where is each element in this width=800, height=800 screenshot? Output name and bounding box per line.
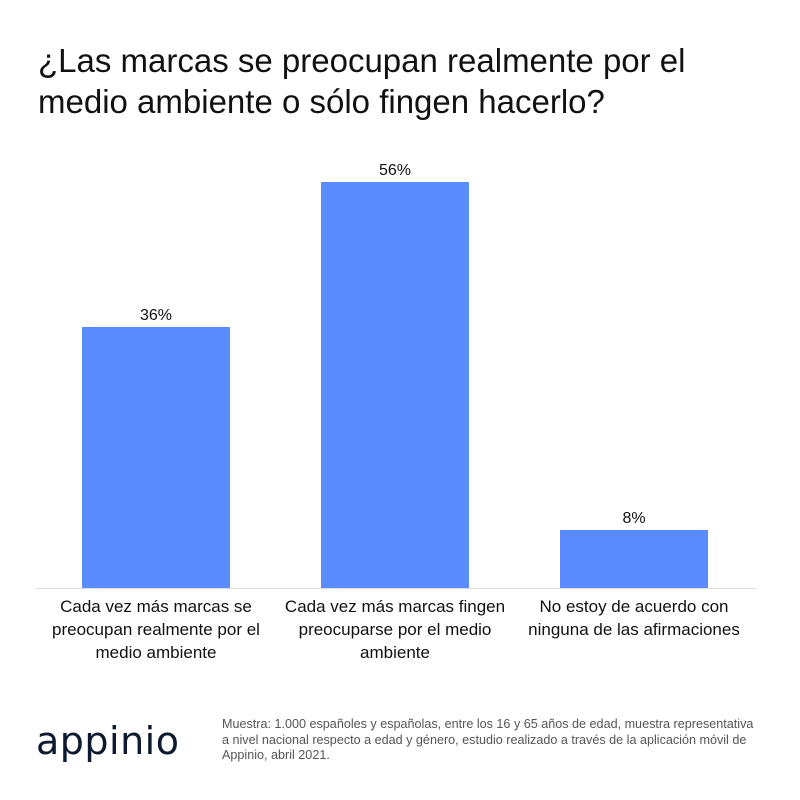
category-label: No estoy de acuerdo con ninguna de las a… — [528, 597, 740, 639]
data-label: 56% — [379, 162, 411, 179]
category-label: Cada vez más marcas fingen preocuparse p… — [284, 597, 506, 662]
bar — [560, 530, 708, 588]
data-label: 8% — [622, 510, 645, 527]
appinio-logo: appinio — [36, 719, 180, 763]
data-label: 36% — [140, 307, 172, 324]
category-label: Cada vez más marcas se preocupan realmen… — [52, 597, 260, 662]
chart-title: ¿Las marcas se preocupan realmente por e… — [38, 42, 686, 120]
bar — [82, 327, 230, 588]
source-note: Muestra: 1.000 españoles y españolas, en… — [222, 717, 754, 762]
bar — [321, 182, 469, 588]
